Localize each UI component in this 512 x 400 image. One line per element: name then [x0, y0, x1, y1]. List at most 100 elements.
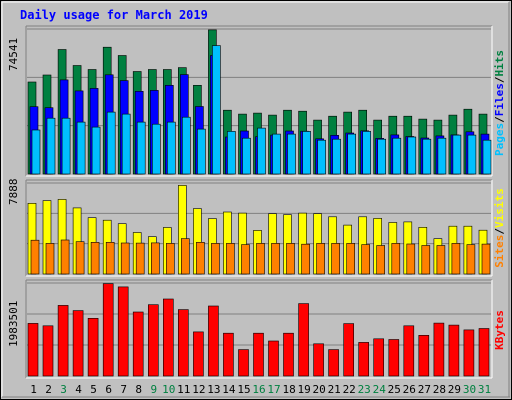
- middle-bar-sites-day-16: [256, 243, 265, 275]
- y-axis-max-labels: 74541 7888 1983501: [7, 38, 20, 347]
- top-bar-pages-day-8: [136, 121, 146, 175]
- middle-bar-sites-day-25: [391, 243, 401, 275]
- top-bar-pages-day-10: [167, 121, 176, 175]
- middle-bar-sites-day-13: [211, 243, 220, 275]
- x-axis-day-labels: 1 2 3 4 5 6 7 8 9 10 11 12 13 14 15 16 17 18 19 20 21 22 23 24 2…: [30, 383, 491, 396]
- bottom-series-label: KBytes: [493, 310, 506, 350]
- middle-series-label-part-0: Sites: [493, 235, 506, 268]
- x-day-label-19: 19: [297, 383, 310, 396]
- bottom-panel-max-label: 1983501: [7, 301, 20, 347]
- x-day-label-24: 24: [373, 383, 387, 396]
- middle-series-label-part-2: Visits: [493, 188, 506, 228]
- middle-bar-sites-day-8: [135, 242, 145, 275]
- bottom-bar-kbytes-day-27: [418, 334, 430, 377]
- middle-bar-sites-day-31: [481, 243, 491, 275]
- top-bar-pages-day-11: [182, 116, 191, 175]
- top-series-label-part-4: Hits: [493, 50, 506, 77]
- x-day-label-14: 14: [222, 383, 236, 396]
- chart-bars: [27, 29, 492, 377]
- middle-bar-sites-day-14: [226, 243, 235, 275]
- bottom-bar-kbytes-day-15: [238, 349, 249, 377]
- middle-bar-sites-day-7: [120, 242, 130, 275]
- middle-bar-sites-day-6: [105, 242, 115, 275]
- bottom-bar-kbytes-day-31: [478, 328, 490, 377]
- bottom-bar-kbytes-day-23: [358, 342, 370, 377]
- bottom-bar-kbytes-day-20: [313, 343, 324, 377]
- bottom-bar-kbytes-day-19: [298, 303, 309, 377]
- bottom-bar-kbytes-day-30: [463, 329, 475, 377]
- x-day-label-31: 31: [478, 383, 491, 396]
- middle-bar-sites-day-26: [406, 243, 416, 275]
- bottom-bar-kbytes-day-10: [163, 298, 174, 377]
- x-day-label-25: 25: [388, 383, 401, 396]
- middle-bar-sites-day-3: [60, 239, 70, 275]
- bottom-bar-kbytes-day-29: [448, 324, 460, 377]
- x-day-label-15: 15: [237, 383, 250, 396]
- top-bar-pages-day-16: [257, 127, 266, 175]
- bottom-bar-kbytes-day-12: [193, 331, 204, 377]
- bottom-bar-kbytes-day-16: [253, 332, 264, 377]
- chart-title: Daily usage for March 2019: [20, 8, 208, 22]
- top-bar-pages-day-29: [452, 134, 462, 175]
- middle-bar-sites-day-19: [301, 243, 310, 275]
- bottom-bar-kbytes-day-21: [328, 349, 339, 377]
- bottom-bar-kbytes-day-22: [343, 323, 355, 377]
- top-bar-pages-day-4: [76, 121, 86, 175]
- x-day-label-29: 29: [448, 383, 461, 396]
- top-bar-pages-day-30: [467, 134, 477, 175]
- top-bar-pages-day-17: [272, 133, 281, 175]
- bottom-bar-kbytes-day-17: [268, 340, 279, 377]
- middle-bar-sites-day-5: [90, 242, 100, 275]
- middle-bar-sites-day-27: [421, 245, 431, 275]
- top-bar-pages-day-21: [332, 138, 341, 175]
- x-day-label-26: 26: [403, 383, 416, 396]
- middle-bar-sites-day-17: [271, 243, 280, 275]
- middle-bar-sites-day-21: [331, 243, 340, 275]
- top-series-label-part-0: Pages: [493, 123, 506, 156]
- x-day-label-22: 22: [343, 383, 356, 396]
- middle-bar-sites-day-4: [75, 241, 85, 275]
- x-day-label-10: 10: [162, 383, 175, 396]
- top-bar-pages-day-9: [152, 123, 161, 175]
- top-bar-pages-day-13: [212, 45, 221, 175]
- x-day-label-17: 17: [267, 383, 280, 396]
- top-bar-pages-day-23: [362, 131, 372, 175]
- x-day-label-3: 3: [60, 383, 67, 396]
- bottom-bar-kbytes-day-18: [283, 332, 294, 377]
- middle-bar-sites-day-20: [316, 243, 325, 275]
- bottom-bar-kbytes-day-11: [178, 309, 189, 377]
- x-day-label-1: 1: [30, 383, 37, 396]
- middle-bar-sites-day-29: [451, 243, 461, 275]
- top-bar-pages-day-3: [61, 117, 71, 175]
- x-day-label-6: 6: [105, 383, 112, 396]
- x-day-label-28: 28: [433, 383, 446, 396]
- top-series-label: Pages/Files/Hits: [493, 50, 506, 156]
- middle-series-label: Sites/Visits: [493, 188, 506, 268]
- middle-bar-sites-day-30: [466, 244, 476, 275]
- bottom-bar-kbytes-day-7: [117, 286, 129, 377]
- x-day-label-13: 13: [207, 383, 220, 396]
- bottom-bar-kbytes-day-6: [102, 283, 114, 377]
- top-bar-pages-day-2: [46, 117, 56, 175]
- bottom-bar-kbytes-day-5: [87, 317, 99, 377]
- top-bar-pages-day-7: [121, 113, 131, 175]
- top-bar-pages-day-14: [227, 131, 236, 175]
- bottom-bar-kbytes-day-1: [27, 323, 39, 377]
- middle-panel-max-label: 7888: [7, 179, 20, 206]
- bottom-series-label-part-0: KBytes: [493, 310, 506, 350]
- x-day-label-30: 30: [463, 383, 476, 396]
- top-series-label-part-1: /: [493, 116, 506, 123]
- bottom-bar-kbytes-day-24: [373, 338, 385, 377]
- middle-bar-sites-day-23: [361, 244, 371, 275]
- x-day-label-12: 12: [192, 383, 205, 396]
- middle-bar-sites-day-1: [30, 239, 40, 275]
- bottom-bar-kbytes-day-13: [208, 305, 219, 377]
- x-day-label-5: 5: [90, 383, 97, 396]
- top-bar-pages-day-31: [482, 139, 492, 175]
- middle-bar-sites-day-22: [346, 243, 356, 275]
- middle-bar-sites-day-15: [241, 244, 250, 275]
- bottom-bar-kbytes-day-2: [42, 325, 54, 377]
- bottom-bar-kbytes-day-4: [72, 310, 84, 377]
- top-bar-pages-day-25: [392, 137, 402, 175]
